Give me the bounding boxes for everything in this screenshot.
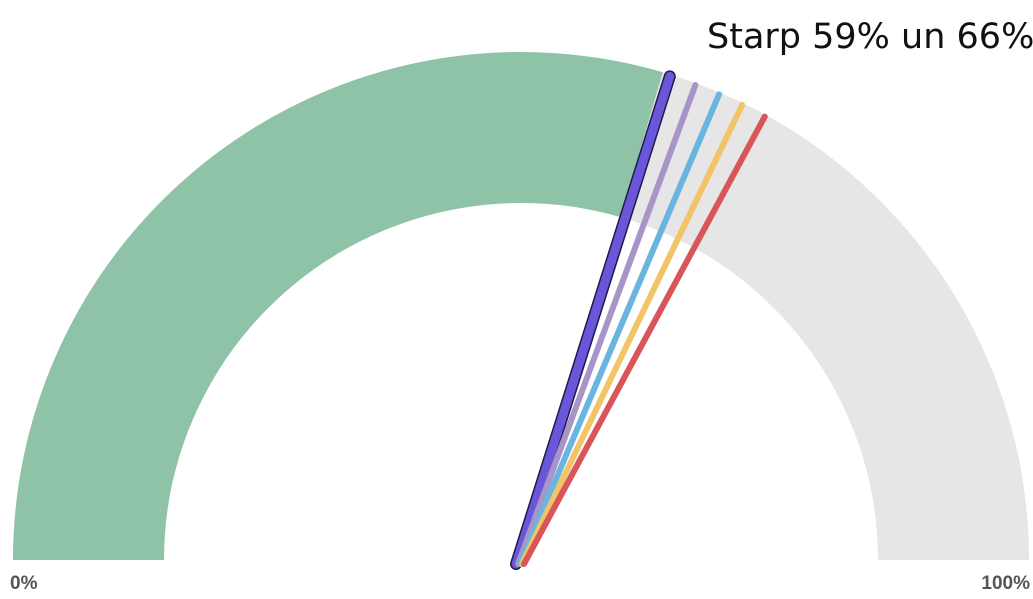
gauge-needle-3 — [517, 91, 723, 567]
gauge-annotation: Starp 59% un 66% — [707, 17, 1033, 57]
gauge-needle-2 — [515, 82, 699, 567]
gauge-min-label: 0% — [10, 573, 38, 594]
gauge-max-label: 100% — [981, 573, 1030, 594]
gauge-needles — [510, 70, 768, 570]
gauge-needle-5 — [521, 113, 768, 567]
gauge-needle-4 — [519, 101, 746, 567]
gauge-track-filled — [13, 52, 663, 561]
gauge-needle-1 — [511, 71, 675, 569]
